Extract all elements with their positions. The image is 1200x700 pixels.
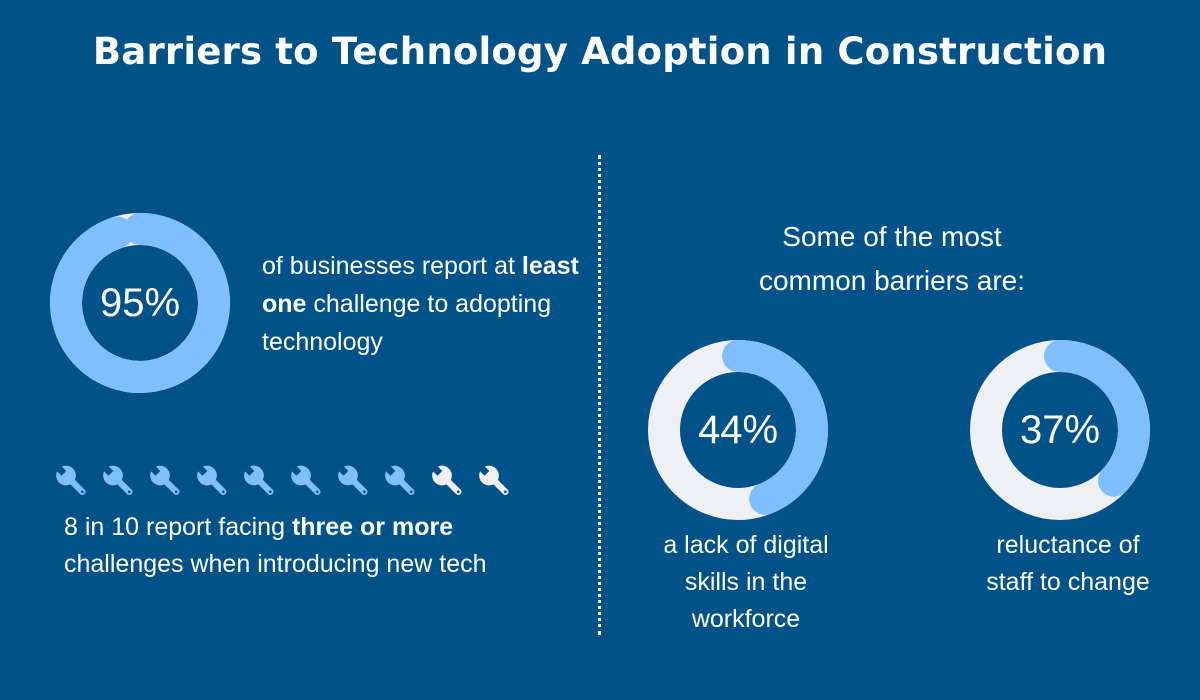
barrier2-caption: reluctance of staff to change	[986, 531, 1150, 596]
wrench-pictogram	[50, 458, 516, 504]
donut-value-95: 95%	[99, 281, 181, 325]
wrench-icon-empty	[432, 465, 462, 495]
wrench-icon-filled	[291, 465, 321, 495]
donut-95-value-arc	[50, 213, 230, 393]
stat-description: of businesses report at least one challe…	[262, 247, 582, 361]
wrench-icon-filled	[338, 465, 368, 495]
stat-text-bold: least one	[262, 252, 579, 318]
donut-chart-44	[648, 340, 828, 520]
wrench-icon-empty	[479, 465, 509, 495]
donut-37-value-arc	[970, 340, 1150, 520]
donut-44-value-arc	[648, 340, 828, 520]
wrench-text-before: 8 in 10 report facing	[64, 513, 285, 541]
wrench-icon-filled	[103, 465, 133, 495]
page-title: Barriers to Technology Adoption in Const…	[92, 30, 1108, 73]
wrench-icon-filled	[244, 465, 274, 495]
barrier1-caption: a lack of digital skills in the workforc…	[663, 531, 829, 633]
donut-value-44: 44%	[697, 408, 779, 452]
wrench-icon-filled	[197, 465, 227, 495]
stat-text-after: challenge to adopting technology	[262, 290, 552, 356]
wrench-icon-filled	[385, 465, 415, 495]
wrench-text-after: challenges when introducing new tech	[64, 550, 487, 578]
wrench-text-bold: three or more	[291, 513, 454, 541]
wrench-icon-filled	[56, 465, 86, 495]
donut-chart-95	[50, 213, 230, 393]
donut-value-37: 37%	[1019, 408, 1101, 452]
donut-chart-37	[970, 340, 1150, 520]
stat-text-before: of businesses report at	[262, 252, 515, 280]
wrench-icon-filled	[150, 465, 180, 495]
divider	[598, 155, 601, 635]
barriers-heading: Some of the most common barriers are:	[758, 221, 1026, 296]
wrench-description: 8 in 10 report facing three or more chal…	[64, 509, 534, 583]
